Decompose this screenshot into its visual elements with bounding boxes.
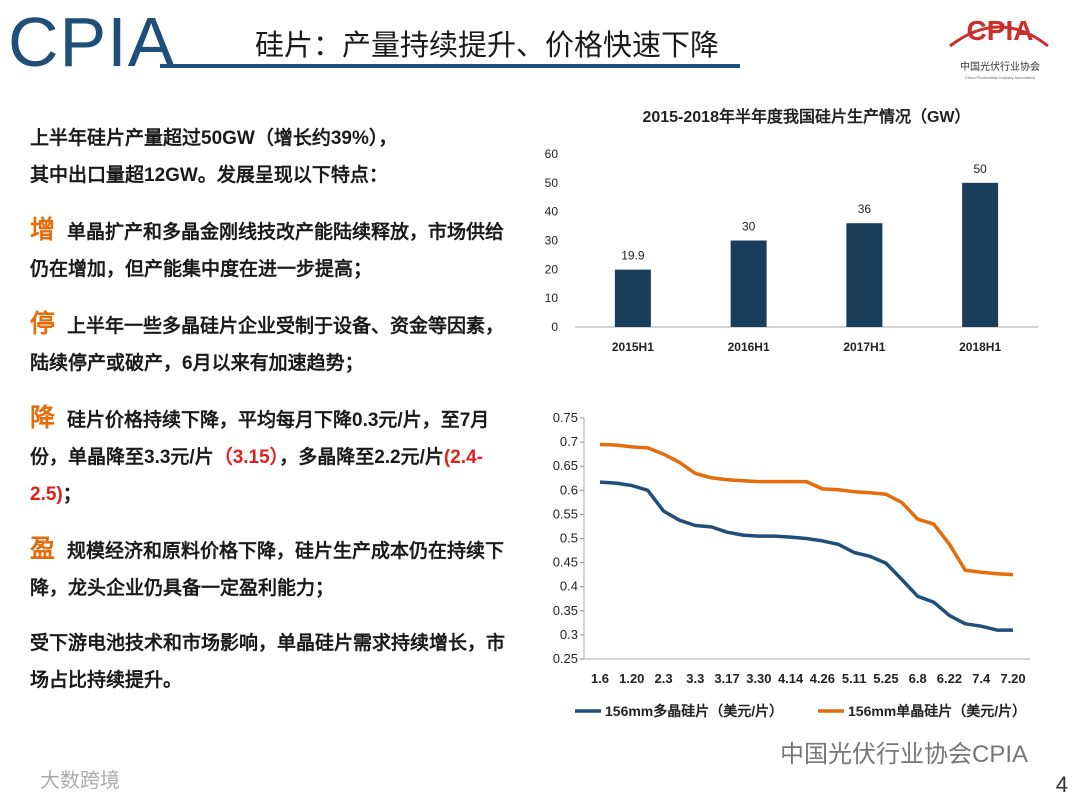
- brand-subtitle: 中国光伏行业协会: [960, 60, 1040, 73]
- data-label: 50: [973, 162, 987, 176]
- point-key: 增: [30, 216, 56, 244]
- chart-title: 2015-2018年半年度我国硅片生产情况（GW）: [642, 107, 970, 126]
- x-tick-label: 5.25: [873, 671, 898, 686]
- x-tick-label: 3.17: [714, 671, 739, 686]
- y-tick-label: 0.4: [560, 579, 578, 594]
- x-tick-label: 4.26: [810, 671, 835, 686]
- x-tick-label: 3.30: [746, 671, 771, 686]
- watermark: 大数跨境: [40, 769, 120, 792]
- intro: 上半年硅片产量超过50GW（增长约39%）， 其中出口量超12GW。发展呈现以下特…: [30, 120, 512, 194]
- y-tick-label: 0.35: [553, 603, 578, 618]
- y-tick-label: 0.45: [553, 555, 578, 570]
- y-tick-label: 0.7: [560, 434, 578, 449]
- x-tick-label: 2016H1: [728, 340, 770, 354]
- brand-name: CPIA: [967, 15, 1034, 46]
- y-tick-label: 0.5: [560, 531, 578, 546]
- data-label: 30: [742, 220, 756, 234]
- brand-english: China Photovoltaic Industry Association: [965, 75, 1035, 80]
- x-tick-label: 2018H1: [959, 340, 1001, 354]
- x-tick-label: 6.22: [937, 671, 962, 686]
- bar: [614, 269, 651, 327]
- slide-title: 硅片：产量持续提升、价格快速下降: [255, 30, 720, 62]
- y-tick-label: 0.25: [553, 651, 578, 666]
- brand-arc: [949, 25, 1049, 48]
- point-text: 单晶扩产和多晶金刚线技改产能陆续释放，市场供给仍在增加，但产能集中度在进一步提高…: [30, 222, 505, 280]
- y-tick-label: 40: [545, 205, 559, 219]
- line-series: [599, 442, 1014, 577]
- legend-label: 156mm单晶硅片（美元/片）: [848, 703, 1026, 719]
- logo-text: CPIA: [8, 3, 176, 81]
- y-tick-label: 0.65: [553, 458, 578, 473]
- point-text: 上半年一些多晶硅片企业受制于设备、资金等因素，陆续停产或破产，6月以来有加速趋势…: [30, 316, 505, 374]
- x-tick-label: 1.20: [619, 671, 644, 686]
- y-tick-label: 0.6: [560, 482, 578, 497]
- point: 增单晶扩产和多晶金刚线技改产能陆续释放，市场供给仍在增加，但产能集中度在进一步提…: [30, 212, 512, 288]
- bar: [730, 240, 767, 327]
- x-tick-label: 7.4: [972, 671, 991, 686]
- point-key: 降: [30, 404, 56, 432]
- x-tick-label: 2.3: [654, 671, 672, 686]
- legend-label: 156mm多晶硅片（美元/片）: [605, 703, 783, 719]
- x-tick-label: 6.8: [909, 671, 927, 686]
- data-label: 36: [858, 202, 872, 216]
- x-tick-label: 3.3: [686, 671, 704, 686]
- y-tick-label: 60: [545, 147, 559, 161]
- watermark: 中国光伏行业协会CPIA: [780, 741, 1028, 768]
- point-text: 规模经济和原料价格下降，硅片生产成本仍在持续下降，龙头企业仍具备一定盈利能力；: [30, 541, 505, 599]
- closing: 受下游电池技术和市场影响，单晶硅片需求持续增长，市场占比持续提升。: [30, 633, 506, 691]
- y-tick-label: 50: [545, 176, 559, 190]
- point: 停上半年一些多晶硅片企业受制于设备、资金等因素，陆续停产或破产，6月以来有加速趋…: [30, 306, 512, 382]
- line-series: [599, 480, 1013, 632]
- point-text: ；: [62, 484, 82, 505]
- intro-line: 上半年硅片产量超过50GW（增长约39%），: [30, 128, 398, 149]
- point: 降硅片价格持续下降，平均每月下降0.3元/片，至7月份，单晶降至3.3元/片（3…: [30, 400, 512, 513]
- point-key: 盈: [30, 535, 56, 563]
- bar: [846, 223, 883, 327]
- x-tick-label: 2017H1: [843, 340, 885, 354]
- x-tick-label: 5.11: [842, 671, 867, 686]
- data-label: 19.9: [621, 249, 645, 263]
- point-text: (2.4-2.5): [30, 447, 483, 505]
- y-tick-label: 0.55: [553, 506, 578, 521]
- point-text: ，多晶降至2.2元/片: [279, 447, 444, 468]
- y-tick-label: 0.75: [553, 410, 578, 425]
- intro-line: 其中出口量超12GW。发展呈现以下特点：: [30, 165, 388, 186]
- bar: [962, 182, 999, 327]
- y-tick-label: 20: [545, 262, 559, 276]
- point-text: 硅片价格持续下降，平均每月下降0.3元/片，至7月份，单晶降至3.3元/片: [30, 410, 490, 468]
- x-tick-label: 1.6: [591, 671, 609, 686]
- y-tick-label: 10: [545, 291, 559, 305]
- y-tick-label: 30: [545, 234, 559, 248]
- point-text: （3.15）: [213, 447, 280, 468]
- y-tick-label: 0.3: [560, 627, 578, 642]
- point-key: 停: [30, 310, 56, 338]
- page-number: 4: [1056, 772, 1068, 797]
- y-tick-label: 0: [551, 320, 558, 334]
- x-tick-label: 7.20: [1000, 671, 1025, 686]
- text-panel: 上半年硅片产量超过50GW（增长约39%）， 其中出口量超12GW。发展呈现以下特…: [30, 120, 512, 699]
- title-rule: [160, 64, 740, 68]
- x-tick-label: 4.14: [778, 671, 804, 686]
- x-tick-label: 2015H1: [612, 340, 654, 354]
- point: 盈规模经济和原料价格下降，硅片生产成本仍在持续下降，龙头企业仍具备一定盈利能力；: [30, 531, 512, 607]
